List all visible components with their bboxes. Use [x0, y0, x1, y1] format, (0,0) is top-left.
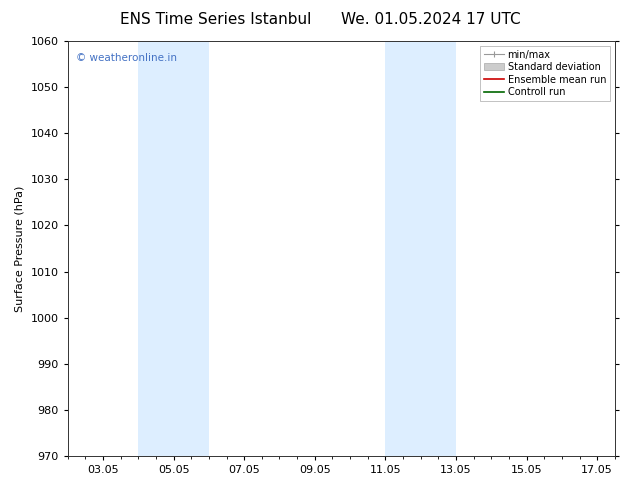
Legend: min/max, Standard deviation, Ensemble mean run, Controll run: min/max, Standard deviation, Ensemble me… — [481, 46, 610, 101]
Bar — [138, 41, 209, 456]
Y-axis label: Surface Pressure (hPa): Surface Pressure (hPa) — [15, 185, 25, 312]
Bar — [385, 41, 456, 456]
Text: We. 01.05.2024 17 UTC: We. 01.05.2024 17 UTC — [341, 12, 521, 27]
Text: ENS Time Series Istanbul: ENS Time Series Istanbul — [120, 12, 311, 27]
Text: © weatheronline.in: © weatheronline.in — [76, 53, 177, 64]
